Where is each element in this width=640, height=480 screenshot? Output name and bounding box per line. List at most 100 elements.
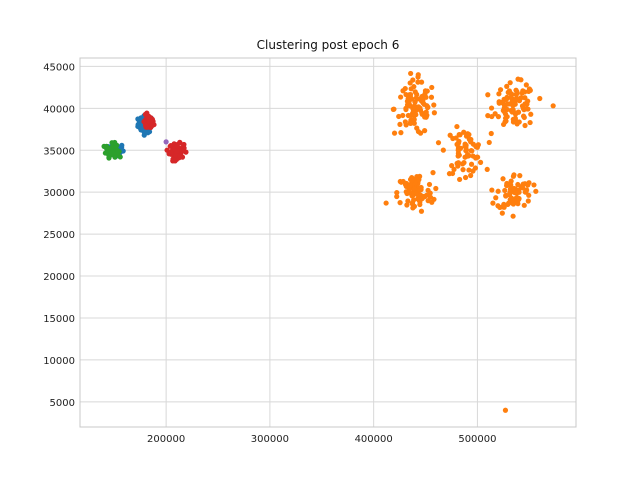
data-point	[474, 144, 480, 150]
data-point	[407, 182, 413, 188]
data-point	[511, 185, 517, 192]
data-point	[391, 130, 398, 136]
data-point	[410, 108, 417, 114]
data-point	[464, 151, 471, 158]
data-point	[528, 111, 534, 117]
data-point	[424, 88, 430, 94]
data-point	[423, 110, 429, 116]
data-point	[411, 103, 417, 110]
data-point	[527, 119, 533, 126]
data-point	[510, 213, 516, 219]
data-point	[421, 101, 427, 107]
data-point	[468, 139, 474, 145]
y-tick-label: 10000	[43, 356, 75, 367]
x-tick-label: 200000	[147, 434, 185, 445]
data-point	[495, 188, 501, 194]
data-point	[463, 142, 469, 148]
data-point	[398, 130, 404, 136]
data-point	[411, 116, 417, 123]
data-point	[457, 132, 463, 138]
data-point	[383, 200, 389, 206]
data-point	[484, 166, 490, 173]
data-point	[415, 72, 421, 78]
data-point	[170, 156, 176, 162]
data-point	[519, 103, 526, 109]
data-point	[435, 140, 442, 146]
data-point	[109, 144, 115, 150]
data-point	[503, 182, 510, 189]
data-point	[505, 201, 511, 208]
data-point	[412, 99, 418, 105]
data-point	[520, 181, 526, 187]
data-point	[521, 114, 527, 121]
data-point	[451, 166, 457, 173]
data-point	[495, 203, 501, 209]
data-point	[502, 97, 509, 103]
data-point	[457, 176, 463, 183]
data-point	[466, 167, 472, 173]
data-point	[522, 95, 528, 101]
data-point	[485, 113, 491, 119]
data-point	[149, 123, 155, 129]
data-point	[490, 200, 496, 206]
data-point	[402, 119, 408, 125]
data-point	[503, 193, 509, 199]
data-point	[468, 172, 474, 179]
data-point	[396, 113, 402, 120]
data-point	[418, 79, 425, 85]
data-point	[466, 131, 472, 138]
data-point	[477, 159, 484, 165]
data-point	[475, 154, 481, 160]
data-point	[510, 200, 516, 207]
y-tick-label: 5000	[50, 398, 75, 409]
data-point	[502, 187, 508, 194]
data-point	[405, 95, 411, 102]
data-point	[168, 149, 174, 155]
data-point	[517, 173, 523, 179]
data-point	[148, 117, 154, 123]
x-tick-label: 400000	[355, 434, 393, 445]
data-point	[461, 129, 467, 135]
data-point	[411, 120, 417, 126]
data-point	[428, 94, 435, 100]
data-point	[416, 176, 422, 183]
y-tick-label: 45000	[43, 62, 75, 73]
data-point	[550, 103, 556, 109]
data-point	[430, 170, 436, 176]
data-point	[518, 77, 524, 83]
data-point	[525, 106, 531, 112]
data-point	[497, 87, 504, 93]
data-point	[414, 125, 420, 131]
data-point	[500, 176, 506, 182]
data-point	[403, 183, 409, 190]
data-point	[455, 147, 461, 153]
data-point	[408, 112, 414, 118]
data-point	[394, 190, 400, 196]
data-point	[489, 187, 495, 193]
data-point	[537, 95, 543, 102]
data-point	[525, 198, 531, 204]
data-point	[470, 168, 476, 174]
data-point	[499, 210, 505, 216]
data-point	[407, 120, 414, 127]
data-point	[531, 182, 537, 188]
data-point	[520, 88, 526, 94]
data-point	[403, 105, 409, 111]
data-point	[453, 135, 459, 141]
data-point	[523, 82, 529, 88]
data-point	[417, 130, 424, 136]
data-point	[515, 109, 522, 115]
data-point	[404, 202, 410, 208]
data-point	[504, 83, 510, 89]
data-point	[513, 87, 519, 93]
data-point	[110, 150, 116, 156]
data-point	[420, 97, 426, 103]
data-point	[429, 84, 435, 91]
data-point	[509, 108, 515, 114]
data-point	[470, 153, 476, 159]
data-point	[526, 180, 532, 186]
data-point	[142, 122, 149, 128]
data-point	[440, 147, 446, 153]
data-point	[407, 80, 413, 86]
